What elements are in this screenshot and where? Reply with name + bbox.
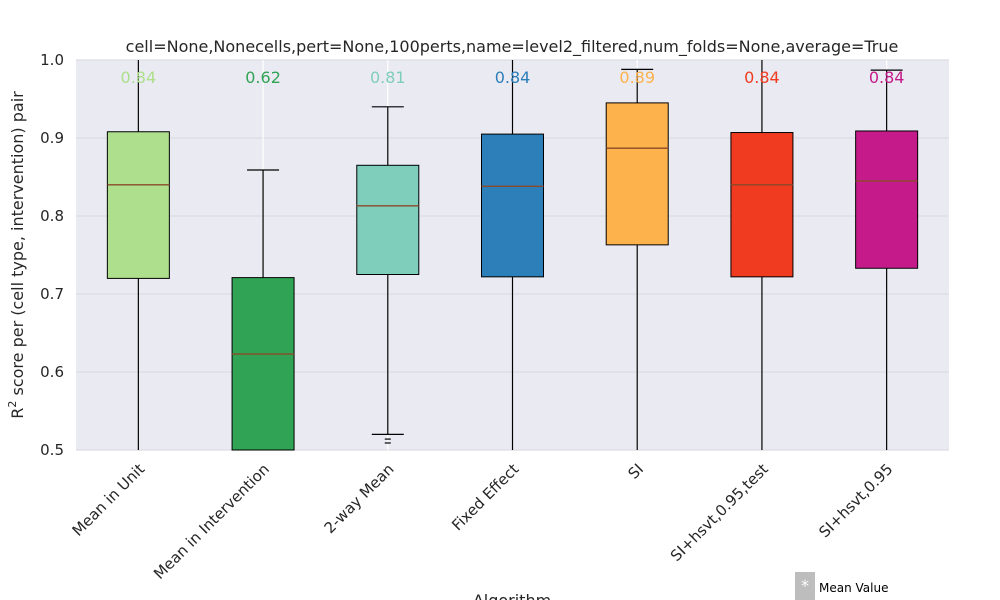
mean-value-label: 0.62 bbox=[245, 68, 281, 87]
y-tick-label: 0.6 bbox=[40, 363, 64, 381]
legend-label: Mean Value bbox=[819, 581, 888, 595]
mean-value-label: 0.84 bbox=[121, 68, 157, 87]
mean-labels: 0.84 0.62 0.81 0.84 0.89 0.84 0.84 bbox=[121, 68, 905, 87]
box-body bbox=[231, 277, 295, 451]
y-tick-label: 1.0 bbox=[40, 51, 64, 69]
box-4 bbox=[481, 60, 544, 450]
y-axis-ticks: 0.5 0.6 0.7 0.8 0.9 1.0 bbox=[40, 51, 64, 459]
mean-value-label: 0.81 bbox=[370, 68, 406, 87]
legend: * Mean Value bbox=[795, 572, 888, 600]
box-body bbox=[730, 132, 794, 278]
boxes bbox=[106, 60, 919, 451]
box-body bbox=[356, 164, 420, 275]
y-tick-label: 0.5 bbox=[40, 441, 64, 459]
y-tick-label: 0.9 bbox=[40, 129, 64, 147]
mean-value-label: 0.84 bbox=[495, 68, 531, 87]
chart-title: cell=None,Nonecells,pert=None,100perts,n… bbox=[126, 37, 899, 57]
y-axis-label-rest: score per (cell type, intervention) pair bbox=[8, 91, 27, 401]
box-body bbox=[855, 130, 919, 269]
legend-marker-star: * bbox=[801, 576, 809, 595]
box-3 bbox=[356, 106, 420, 444]
legend-marker-box bbox=[795, 572, 815, 600]
mean-value-label: 0.84 bbox=[869, 68, 905, 87]
y-axis-label-base: R bbox=[8, 408, 27, 419]
box-body bbox=[605, 102, 669, 246]
box-7 bbox=[855, 69, 919, 450]
mean-value-label: 0.89 bbox=[619, 68, 655, 87]
y-axis-label: R2 score per (cell type, intervention) p… bbox=[6, 91, 27, 419]
box-6 bbox=[730, 60, 794, 450]
y-tick-label: 0.7 bbox=[40, 285, 64, 303]
box-body bbox=[481, 133, 544, 278]
box-body bbox=[106, 131, 170, 279]
box-2 bbox=[231, 169, 295, 451]
mean-value-label: 0.84 bbox=[744, 68, 780, 87]
box-1 bbox=[106, 60, 170, 450]
x-axis-label: Algorithm bbox=[473, 591, 551, 600]
y-tick-label: 0.8 bbox=[40, 207, 64, 225]
box-5 bbox=[605, 68, 669, 450]
y-axis-label-superscript: 2 bbox=[6, 401, 19, 408]
